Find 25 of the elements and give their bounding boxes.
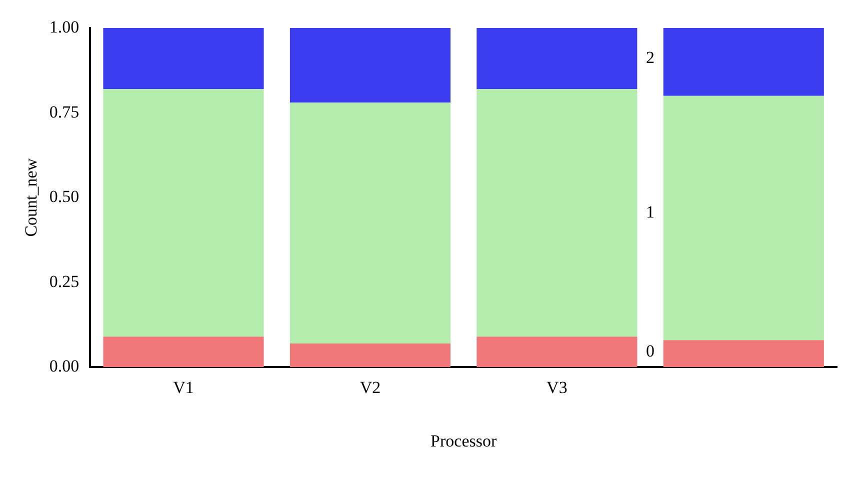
x-tick-label: V2 [360, 378, 381, 397]
y-tick-label: 0.50 [49, 187, 80, 206]
y-axis-title: Count_new [22, 158, 41, 237]
x-tick-label: V1 [173, 378, 194, 397]
bar [103, 89, 264, 337]
bar [290, 343, 451, 368]
x-axis-title: Processor [430, 431, 497, 450]
bar [103, 336, 264, 368]
bar [290, 28, 451, 103]
bar [663, 28, 824, 96]
series-label: 0 [646, 341, 655, 360]
y-tick-label: 0.25 [49, 272, 80, 291]
bar [663, 340, 824, 368]
y-tick-label: 0.00 [49, 356, 80, 376]
series-label: 2 [646, 48, 655, 67]
y-tick-label: 0.75 [49, 102, 80, 122]
bar [103, 28, 264, 90]
bar [476, 89, 638, 337]
y-tick-label: 1.00 [49, 17, 80, 36]
series-label: 1 [646, 202, 655, 222]
x-tick-label: V3 [546, 378, 568, 397]
bar [476, 336, 638, 368]
bar [476, 28, 638, 90]
bar [290, 102, 451, 344]
bar [663, 96, 824, 340]
